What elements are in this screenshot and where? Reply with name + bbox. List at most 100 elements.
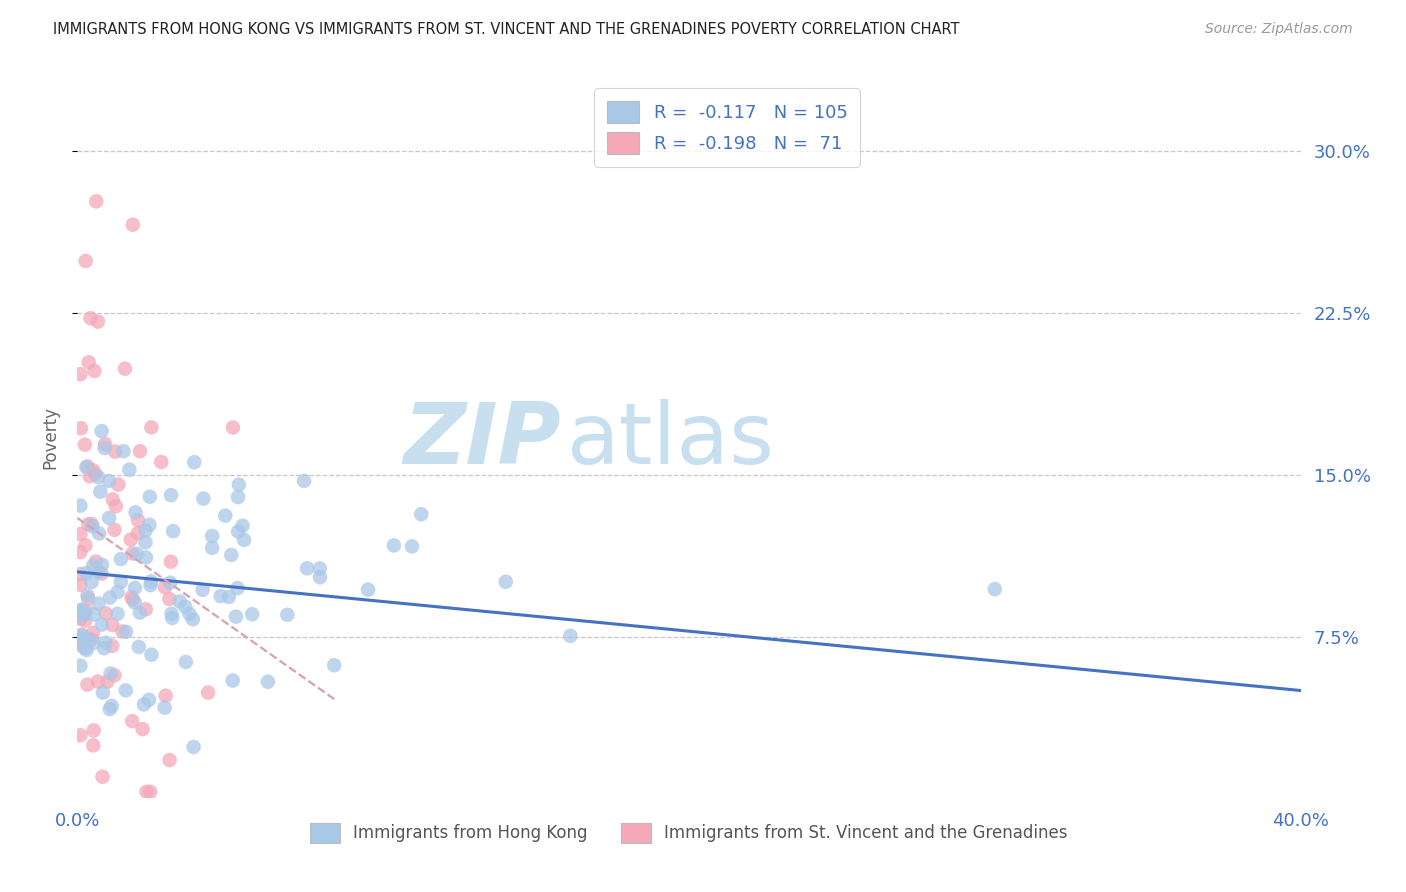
Point xyxy=(104,444,127,458)
Point xyxy=(160,488,183,502)
Point xyxy=(69,728,91,742)
Point xyxy=(120,533,142,547)
Point xyxy=(160,607,183,621)
Point xyxy=(135,550,157,565)
Point xyxy=(69,545,91,559)
Point xyxy=(82,463,104,477)
Point xyxy=(82,626,104,640)
Point xyxy=(295,561,318,575)
Point xyxy=(91,685,114,699)
Point xyxy=(124,581,146,595)
Point xyxy=(101,492,124,507)
Point xyxy=(112,444,135,458)
Point xyxy=(124,595,146,609)
Point xyxy=(162,611,184,625)
Point xyxy=(84,467,107,481)
Point xyxy=(135,602,157,616)
Point xyxy=(69,604,91,618)
Point xyxy=(111,624,134,639)
Point xyxy=(222,673,245,688)
Point xyxy=(127,513,149,527)
Point xyxy=(98,474,121,488)
Point xyxy=(292,474,315,488)
Point xyxy=(87,597,110,611)
Point xyxy=(82,558,104,573)
Point xyxy=(91,770,114,784)
Point xyxy=(139,785,162,799)
Point xyxy=(75,538,97,552)
Point xyxy=(80,632,103,647)
Point xyxy=(101,639,124,653)
Point xyxy=(276,607,298,622)
Point xyxy=(104,499,127,513)
Point xyxy=(560,629,582,643)
Point xyxy=(197,685,219,699)
Point xyxy=(132,698,155,712)
Y-axis label: Poverty: Poverty xyxy=(41,406,59,468)
Point xyxy=(77,517,100,532)
Point xyxy=(69,368,91,382)
Point xyxy=(77,591,100,606)
Point xyxy=(69,527,91,541)
Point xyxy=(84,194,107,209)
Point xyxy=(115,624,138,639)
Point xyxy=(218,590,240,604)
Point xyxy=(77,355,100,369)
Point xyxy=(69,658,91,673)
Point xyxy=(121,714,143,728)
Point xyxy=(153,700,176,714)
Point xyxy=(75,614,97,628)
Point xyxy=(90,424,112,438)
Point xyxy=(69,499,91,513)
Point xyxy=(107,607,129,621)
Point xyxy=(91,558,114,572)
Point xyxy=(240,607,263,622)
Point xyxy=(103,668,125,682)
Point xyxy=(69,638,91,652)
Point xyxy=(308,561,330,575)
Point xyxy=(76,566,98,580)
Point xyxy=(82,519,104,533)
Point xyxy=(101,618,124,632)
Point xyxy=(76,589,98,603)
Point xyxy=(174,655,197,669)
Point xyxy=(87,470,110,484)
Point xyxy=(191,582,214,597)
Point xyxy=(201,529,224,543)
Point xyxy=(139,490,162,504)
Point xyxy=(89,565,111,579)
Point xyxy=(75,604,97,618)
Point xyxy=(73,641,96,656)
Point xyxy=(984,582,1007,596)
Point xyxy=(225,609,247,624)
Point xyxy=(181,612,204,626)
Point xyxy=(83,636,105,650)
Point xyxy=(162,524,184,538)
Point xyxy=(193,491,215,506)
Point xyxy=(118,462,141,476)
Point xyxy=(82,739,104,753)
Point xyxy=(114,361,136,376)
Point xyxy=(93,641,115,656)
Point xyxy=(141,648,163,662)
Text: IMMIGRANTS FROM HONG KONG VS IMMIGRANTS FROM ST. VINCENT AND THE GRENADINES POVE: IMMIGRANTS FROM HONG KONG VS IMMIGRANTS … xyxy=(53,22,960,37)
Point xyxy=(98,511,121,525)
Point xyxy=(93,441,115,455)
Point xyxy=(80,517,103,532)
Text: atlas: atlas xyxy=(567,400,775,483)
Point xyxy=(94,635,117,649)
Point xyxy=(323,658,346,673)
Point xyxy=(100,698,122,713)
Point xyxy=(134,535,156,549)
Point xyxy=(89,526,111,541)
Point xyxy=(139,578,162,592)
Point xyxy=(76,677,98,691)
Point xyxy=(150,455,173,469)
Point xyxy=(160,555,183,569)
Point xyxy=(232,518,254,533)
Point xyxy=(222,420,245,434)
Point xyxy=(121,592,143,607)
Point xyxy=(83,723,105,738)
Point xyxy=(226,581,249,595)
Point xyxy=(401,540,423,554)
